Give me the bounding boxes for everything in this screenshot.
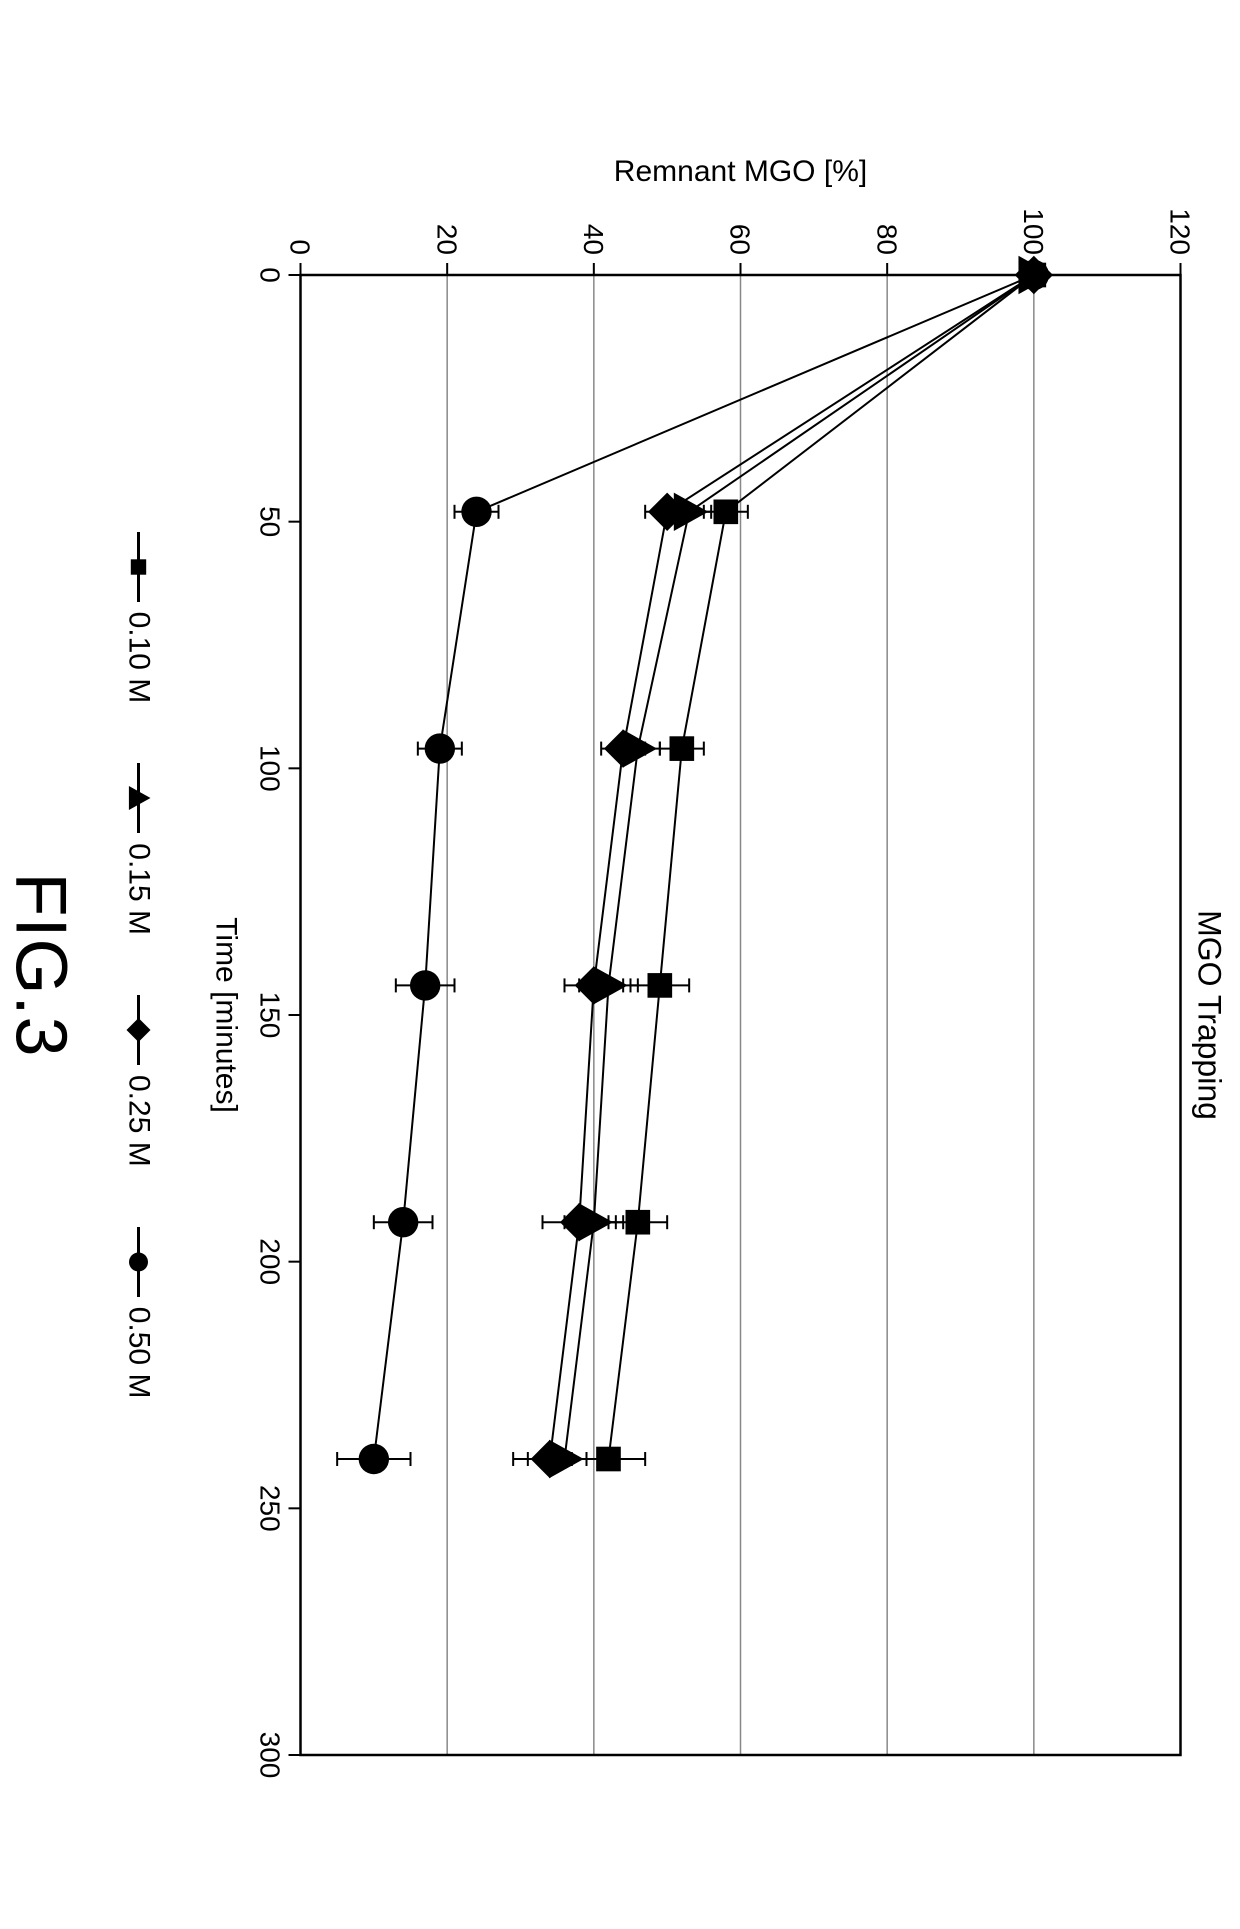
legend-marker-diamond-icon [127,995,151,1065]
legend-marker-square-icon [127,531,151,601]
svg-text:100: 100 [1018,208,1049,255]
svg-text:100: 100 [255,744,286,791]
svg-text:40: 40 [578,223,609,254]
svg-text:MGO Trapping: MGO Trapping [1192,910,1228,1120]
svg-text:250: 250 [255,1484,286,1531]
svg-text:120: 120 [1165,208,1196,255]
svg-text:0: 0 [285,239,316,255]
svg-text:80: 80 [871,223,902,254]
svg-text:Remnant MGO [%]: Remnant MGO [%] [614,155,867,188]
legend-item: 0.10 M [122,531,156,703]
legend-label: 0.15 M [122,843,156,935]
legend-marker-circle-icon [127,1226,151,1296]
svg-text:50: 50 [255,506,286,537]
svg-text:Time [minutes]: Time [minutes] [210,917,243,1113]
svg-text:20: 20 [431,223,462,254]
figure-container: 0 50 100 150 200 250 300 0 20 40 60 80 100 120 Time [m… [0,135,1240,1795]
svg-text:200: 200 [255,1238,286,1285]
legend-item: 0.15 M [122,763,156,935]
svg-text:150: 150 [255,991,286,1038]
legend-label: 0.10 M [122,611,156,703]
legend-marker-triangle-icon [127,763,151,833]
chart-legend: 0.10 M 0.15 M 0.25 M 0.50 M [122,135,156,1795]
legend-label: 0.50 M [122,1306,156,1398]
legend-item: 0.25 M [122,995,156,1167]
legend-label: 0.25 M [122,1075,156,1167]
legend-item: 0.50 M [122,1226,156,1398]
mgo-trapping-chart: 0 50 100 150 200 250 300 0 20 40 60 80 100 120 Time [m… [191,135,1240,1795]
figure-label: FIG.3 [0,135,82,1795]
svg-text:60: 60 [725,223,756,254]
svg-text:300: 300 [255,1731,286,1778]
svg-text:0: 0 [255,267,286,283]
